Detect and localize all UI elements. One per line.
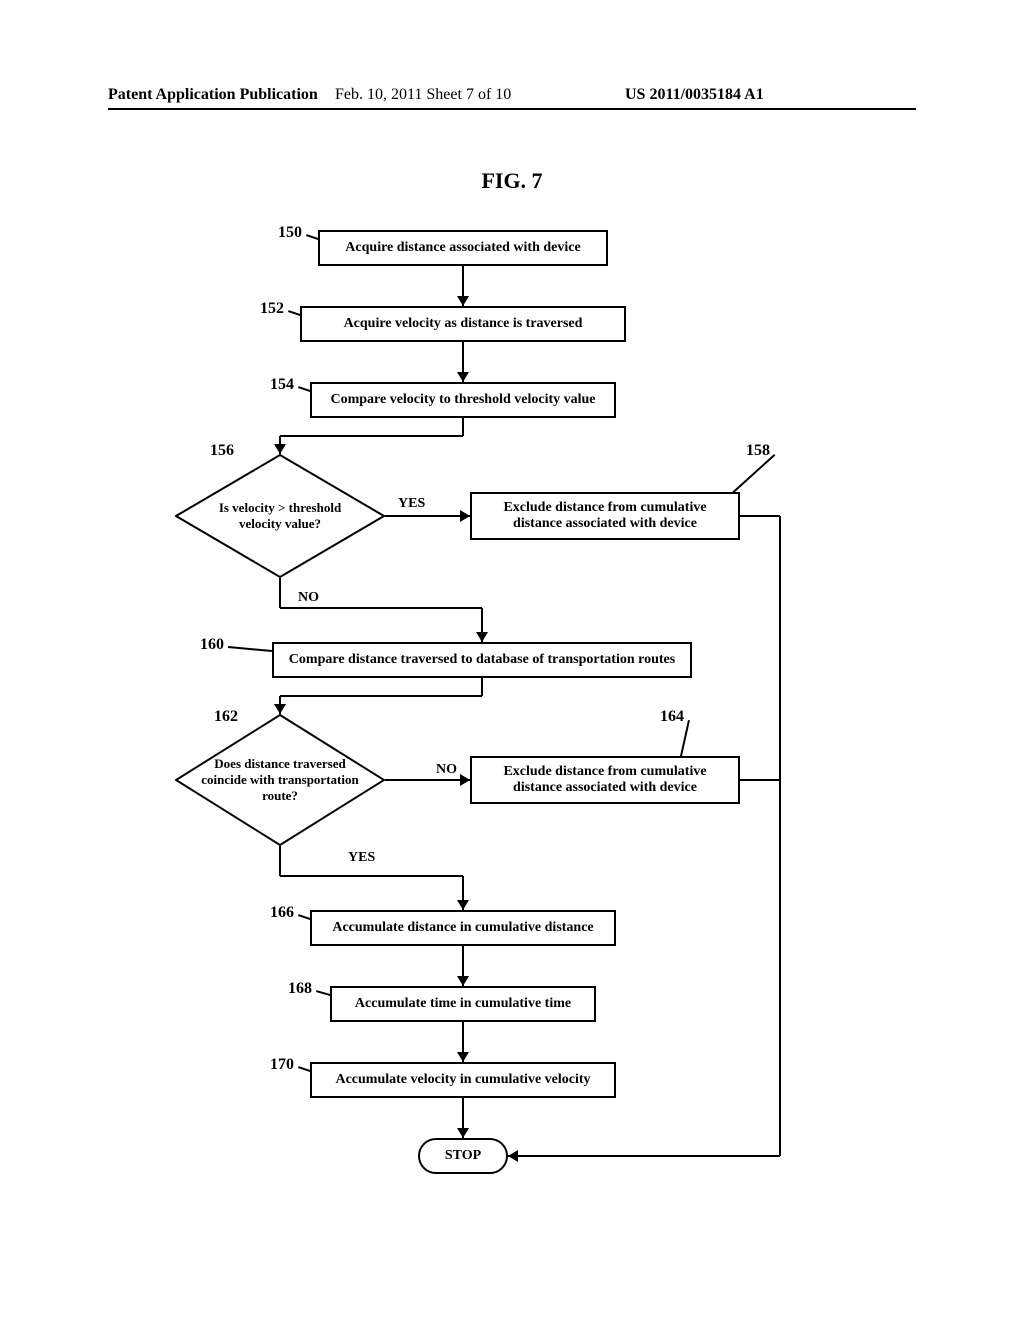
ref-label: 156 bbox=[210, 442, 234, 460]
ref-label: 166 bbox=[270, 904, 294, 922]
ref-tick bbox=[288, 310, 301, 316]
edge-segment bbox=[740, 515, 780, 517]
ref-label: 152 bbox=[260, 300, 284, 318]
flow-node-n154: Compare velocity to threshold velocity v… bbox=[310, 382, 616, 418]
arrow-head bbox=[457, 1052, 469, 1062]
header-left: Patent Application Publication bbox=[108, 86, 318, 104]
ref-tick bbox=[298, 1066, 311, 1072]
header-mid: Feb. 10, 2011 Sheet 7 of 10 bbox=[335, 86, 511, 104]
edge-segment bbox=[508, 1155, 780, 1157]
ref-label: 162 bbox=[214, 708, 238, 726]
ref-label: 170 bbox=[270, 1056, 294, 1074]
ref-tick bbox=[228, 646, 272, 652]
figure-title: FIG. 7 bbox=[0, 168, 1024, 194]
edge-segment bbox=[740, 779, 780, 781]
arrow-head bbox=[274, 704, 286, 714]
flow-node-n164: Exclude distance from cumulative distanc… bbox=[470, 756, 740, 804]
flowchart-canvas: Acquire distance associated with device A… bbox=[0, 210, 1024, 1270]
header-right: US 2011/0035184 A1 bbox=[625, 86, 764, 104]
edge-label: YES bbox=[348, 850, 375, 866]
edge-segment bbox=[462, 418, 464, 436]
flow-node-n160: Compare distance traversed to database o… bbox=[272, 642, 692, 678]
flow-node-n158: Exclude distance from cumulative distanc… bbox=[470, 492, 740, 540]
edge-label: YES bbox=[398, 496, 425, 512]
ref-label: 154 bbox=[270, 376, 294, 394]
ref-label: 160 bbox=[200, 636, 224, 654]
arrow-head bbox=[457, 900, 469, 910]
ref-tick bbox=[306, 234, 319, 240]
flow-node-n168: Accumulate time in cumulative time bbox=[330, 986, 596, 1022]
flow-node-n162: Does distance traversed coincide with tr… bbox=[175, 714, 385, 846]
arrow-head bbox=[274, 444, 286, 454]
flow-node-n156: Is velocity > threshold velocity value? bbox=[175, 454, 385, 578]
flow-node-stop: STOP bbox=[418, 1138, 508, 1174]
flow-node-n152: Acquire velocity as distance is traverse… bbox=[300, 306, 626, 342]
edge-label: NO bbox=[436, 762, 457, 778]
ref-tick bbox=[298, 914, 311, 920]
flow-node-n150: Acquire distance associated with device bbox=[318, 230, 608, 266]
edge-segment bbox=[385, 515, 470, 517]
flow-node-n166: Accumulate distance in cumulative distan… bbox=[310, 910, 616, 946]
ref-label: 150 bbox=[278, 224, 302, 242]
arrow-head bbox=[457, 976, 469, 986]
ref-label: 164 bbox=[660, 708, 684, 726]
edge-segment bbox=[279, 846, 281, 876]
edge-segment bbox=[280, 435, 463, 437]
ref-label: 158 bbox=[746, 442, 770, 460]
edge-segment bbox=[280, 695, 482, 697]
edge-segment bbox=[280, 875, 463, 877]
header-rule bbox=[108, 108, 916, 110]
edge-label: NO bbox=[298, 590, 319, 606]
arrow-head bbox=[457, 372, 469, 382]
arrow-head bbox=[457, 296, 469, 306]
arrow-head bbox=[508, 1150, 518, 1162]
ref-label: 168 bbox=[288, 980, 312, 998]
edge-segment bbox=[385, 779, 470, 781]
arrow-head bbox=[460, 774, 470, 786]
ref-tick bbox=[298, 386, 311, 392]
edge-segment bbox=[280, 607, 482, 609]
edge-segment bbox=[481, 678, 483, 696]
arrow-head bbox=[476, 632, 488, 642]
arrow-head bbox=[460, 510, 470, 522]
ref-tick bbox=[316, 990, 331, 996]
arrow-head bbox=[457, 1128, 469, 1138]
flow-node-n170: Accumulate velocity in cumulative veloci… bbox=[310, 1062, 616, 1098]
edge-segment bbox=[279, 578, 281, 608]
edge-segment bbox=[779, 516, 781, 1156]
